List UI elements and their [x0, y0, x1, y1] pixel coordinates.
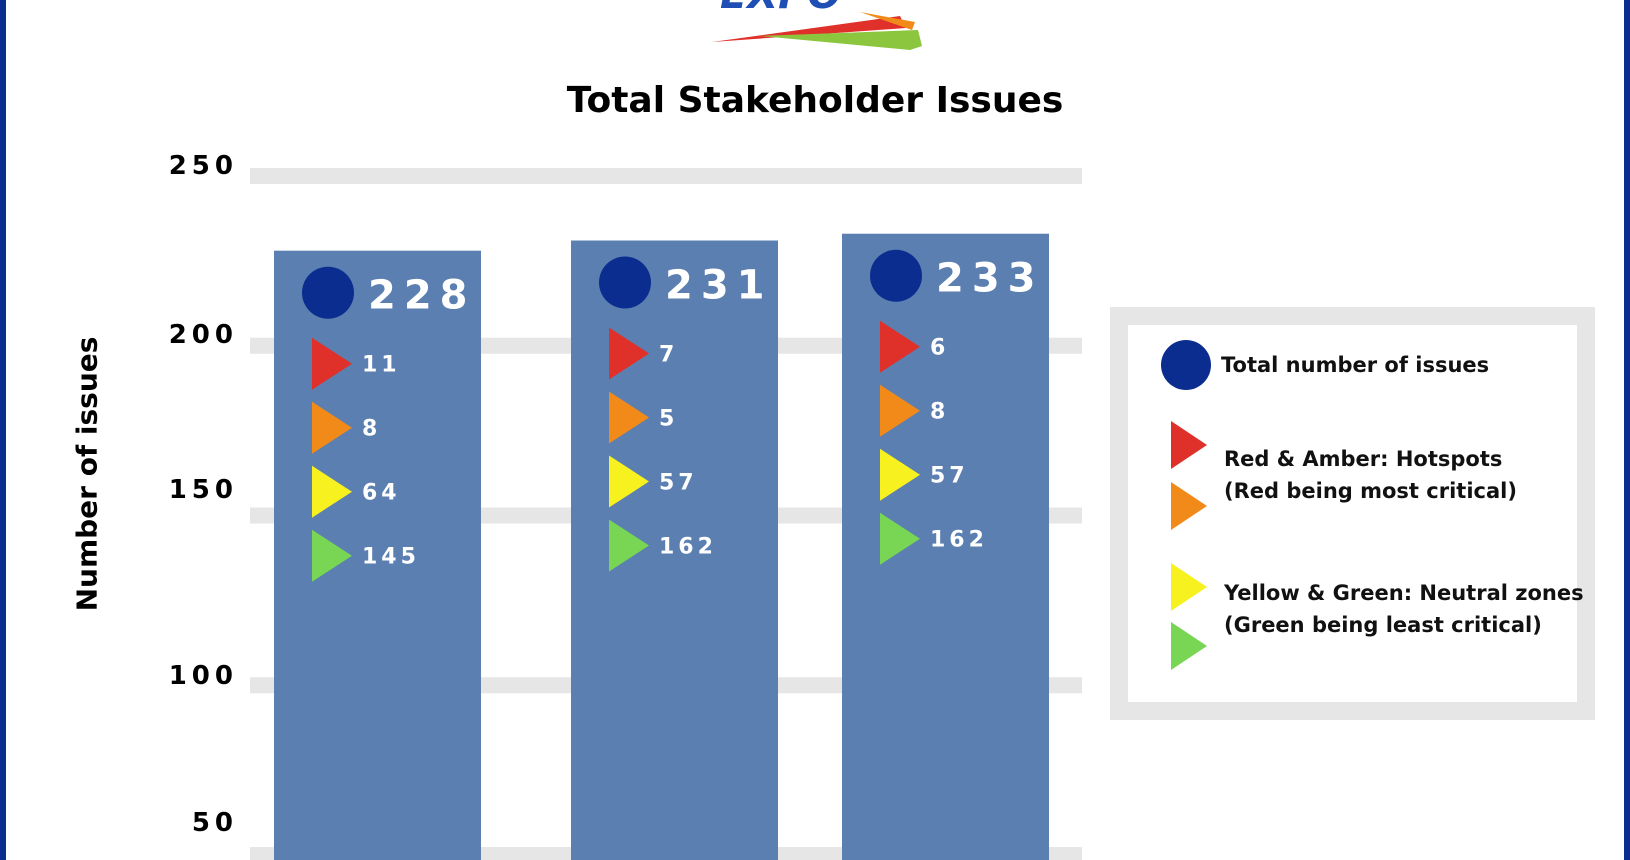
- frame-right-border: [1624, 0, 1630, 860]
- legend-hotspots-label: Red & Amber: Hotspots: [1224, 447, 1503, 471]
- bar-2-red-marker: [609, 327, 649, 380]
- gridline-250: [250, 168, 1082, 184]
- chart-title: Total Stakeholder Issues: [566, 80, 1064, 121]
- bar-1-green-marker: [312, 529, 352, 582]
- bar-3: [842, 233, 1049, 860]
- y-tick-200: 200: [168, 320, 238, 350]
- bar-2: [571, 240, 778, 860]
- bar-3-red-label: 6: [930, 336, 949, 361]
- logo: EXPO: [712, 0, 922, 50]
- bar-1-green-label: 145: [362, 545, 420, 570]
- y-tick-50: 50: [191, 808, 238, 838]
- bar-2-amber-label: 5: [659, 407, 678, 432]
- y-tick-250: 250: [168, 151, 238, 181]
- legend-neutral-note: (Green being least critical): [1224, 613, 1542, 637]
- logo-amber-swoosh: [860, 12, 915, 30]
- bar-2-green-label: 162: [659, 535, 717, 560]
- bar-2-red-label: 7: [659, 343, 678, 368]
- bar-labels: 228 11 8 64 145 231 7 5 57 162 233 6 8 57 162: [362, 256, 1044, 570]
- logo-lettering: EXPO: [720, 0, 841, 18]
- y-tick-150: 150: [168, 475, 238, 505]
- bar-1-amber-label: 8: [362, 417, 381, 442]
- bars: [274, 233, 1049, 860]
- bar-3-red-marker: [880, 320, 920, 373]
- y-axis-label: Number of issues: [70, 336, 104, 612]
- legend-panel: Total number of issues Red & Amber: Hots…: [1128, 325, 1584, 702]
- bar-3-yellow-marker: [880, 448, 920, 501]
- bar-3-yellow-label: 57: [930, 464, 969, 489]
- legend-green-triangle-icon: [1171, 622, 1207, 670]
- logo-red-swoosh: [712, 16, 906, 42]
- legend-total-circle-icon: [1161, 340, 1211, 390]
- legend-yellow-triangle-icon: [1171, 563, 1207, 611]
- bar-1-red-marker: [312, 337, 352, 390]
- bar-3-total-label: 233: [936, 256, 1044, 302]
- bar-2-green-marker: [609, 519, 649, 572]
- bar-2-amber-marker: [609, 391, 649, 444]
- bar-2-yellow-label: 57: [659, 471, 698, 496]
- bar-3-total-circle: [870, 249, 922, 302]
- legend-hotspots-note: (Red being most critical): [1224, 479, 1517, 503]
- bar-1: [274, 250, 481, 860]
- legend-total-label: Total number of issues: [1221, 353, 1490, 377]
- bar-1-yellow-label: 64: [362, 481, 401, 506]
- bar-1-total-label: 228: [368, 273, 476, 319]
- bar-2-yellow-marker: [609, 455, 649, 508]
- bar-3-green-marker: [880, 512, 920, 565]
- bar-3-green-label: 162: [930, 528, 988, 553]
- bar-1-total-circle: [302, 266, 354, 319]
- bar-2-total-label: 231: [665, 263, 773, 309]
- bar-1-amber-marker: [312, 401, 352, 454]
- bar-markers: [302, 249, 922, 582]
- logo-green-swoosh: [760, 30, 922, 50]
- y-tick-100: 100: [168, 661, 238, 691]
- legend-box: Total number of issues Red & Amber: Hots…: [1110, 307, 1595, 720]
- legend-amber-triangle-icon: [1171, 482, 1207, 530]
- bar-1-yellow-marker: [312, 465, 352, 518]
- bar-3-amber-label: 8: [930, 400, 949, 425]
- bar-3-amber-marker: [880, 384, 920, 437]
- frame-left-border: [0, 0, 6, 860]
- legend-markers: [1161, 340, 1211, 670]
- bar-1-red-label: 11: [362, 353, 401, 378]
- legend-red-triangle-icon: [1171, 421, 1207, 469]
- legend-neutral-label: Yellow & Green: Neutral zones: [1224, 581, 1584, 605]
- bar-2-total-circle: [599, 256, 651, 309]
